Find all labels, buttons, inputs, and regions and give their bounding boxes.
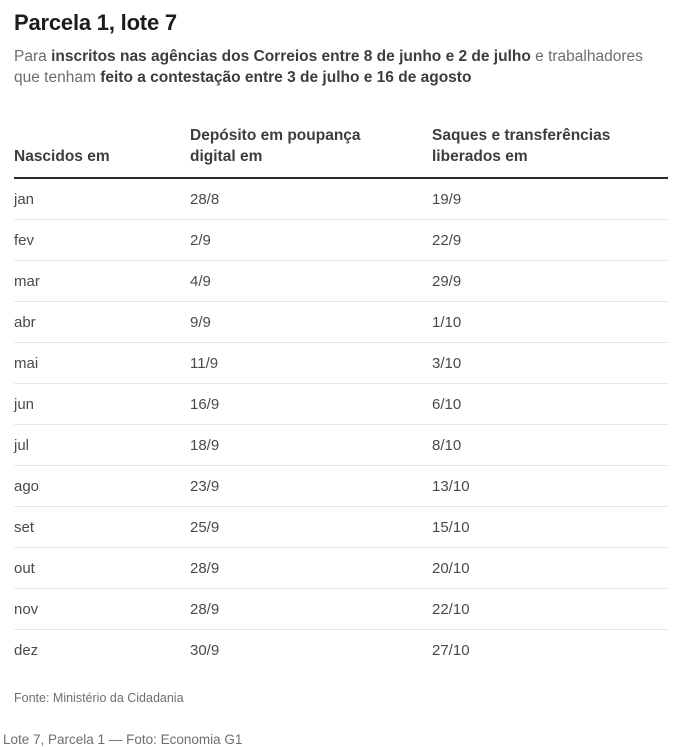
cell-deposit-date: 18/9 [190,424,432,466]
cell-deposit-date: 11/9 [190,342,432,384]
cell-month: abr [14,301,190,343]
col-header-saques: Saques e transferências liberados em [432,125,668,179]
intro-plain: e trabalhadores que tenham [14,48,643,86]
cell-release-date: 1/10 [432,301,668,343]
cell-release-date: 15/10 [432,506,668,548]
table-header-row: Nascidos em Depósito em poupança digital… [14,125,668,179]
cell-month: fev [14,219,190,261]
table-row: out 28/9 20/10 [14,547,668,589]
photo-caption: Lote 7, Parcela 1 — Foto: Economia G1 [3,732,243,747]
cell-deposit-date: 4/9 [190,260,432,302]
schedule-table: Nascidos em Depósito em poupança digital… [14,125,668,670]
figure-title: Parcela 1, lote 7 [14,10,177,35]
col-header-nascidos-em: Nascidos em [14,125,190,179]
schedule-figure: Parcela 1, lote 7 Para inscritos nas agê… [14,10,668,705]
cell-release-date: 22/10 [432,588,668,630]
cell-deposit-date: 16/9 [190,383,432,425]
cell-release-date: 6/10 [432,383,668,425]
cell-release-date: 22/9 [432,219,668,261]
intro-emphasis: feito a contestação entre 3 de julho e 1… [100,69,472,86]
source-note: Fonte: Ministério da Cidadania [14,691,184,705]
cell-month: mar [14,260,190,302]
table-row: fev 2/9 22/9 [14,219,668,261]
cell-month: out [14,547,190,589]
table-row: jul 18/9 8/10 [14,424,668,466]
table-row: nov 28/9 22/10 [14,588,668,630]
cell-release-date: 3/10 [432,342,668,384]
table-row: set 25/9 15/10 [14,506,668,548]
cell-release-date: 19/9 [432,178,668,220]
intro-text: Para inscritos nas agências dos Correios… [14,46,666,88]
cell-month: jul [14,424,190,466]
intro-plain: Para [14,48,52,65]
cell-deposit-date: 25/9 [190,506,432,548]
table-body: jan 28/8 19/9 fev 2/9 22/9 mar 4/9 29/9 abr 9/9 1/1… [14,178,668,670]
cell-month: ago [14,465,190,507]
cell-release-date: 27/10 [432,641,470,659]
cell-month: jun [14,383,190,425]
cell-release-date: 29/9 [432,260,668,302]
table-row: abr 9/9 1/10 [14,301,668,343]
col-header-label: Nascidos em [14,148,110,165]
table-header: Nascidos em Depósito em poupança digital… [14,125,668,179]
cell-month: mai [14,342,190,384]
cell-release-date: 20/10 [432,547,668,589]
cell-month: dez [14,641,39,659]
cell-deposit-date: 2/9 [190,219,432,261]
cell-deposit-date: 28/9 [190,547,432,589]
cell-month: set [14,506,190,548]
table-row: dez 30/9 27/10 [14,630,668,671]
cell-release-date: 13/10 [432,465,668,507]
col-header-label: Saques e transferências liberados em [432,127,611,165]
cell-month: nov [14,588,190,630]
table-row: jun 16/9 6/10 [14,383,668,425]
cell-deposit-date: 30/9 [190,641,220,659]
cell-deposit-date: 28/8 [190,178,432,220]
col-header-label: Depósito em poupança digital em [190,127,361,165]
intro-emphasis: inscritos nas agências dos Correios entr… [51,48,531,65]
cell-deposit-date: 28/9 [190,588,432,630]
table-row: mar 4/9 29/9 [14,260,668,302]
table-row: mai 11/9 3/10 [14,342,668,384]
cell-month: jan [14,178,190,220]
cell-deposit-date: 23/9 [190,465,432,507]
table-row: jan 28/8 19/9 [14,178,668,220]
table-row: ago 23/9 13/10 [14,465,668,507]
col-header-deposito: Depósito em poupança digital em [190,125,432,179]
cell-deposit-date: 9/9 [190,301,432,343]
cell-release-date: 8/10 [432,424,668,466]
